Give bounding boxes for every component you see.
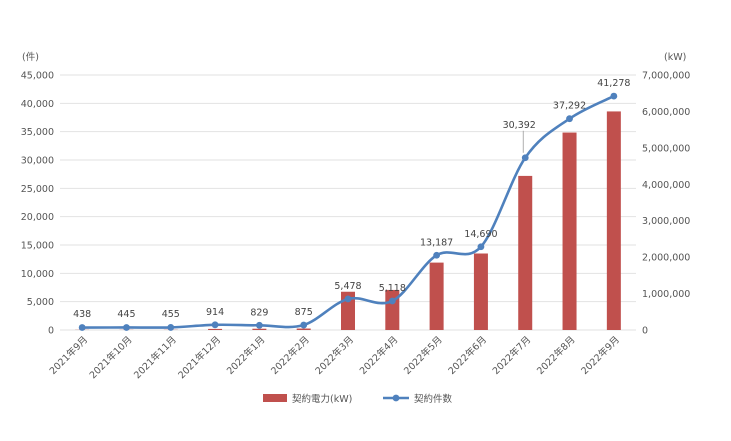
x-axis-tick-label: 2021年9月 — [47, 334, 90, 377]
data-labels: 438 445 455 914 829 875 5,478 5,118 13,187 14,690… — [73, 78, 630, 320]
legend-swatch-marker — [392, 394, 400, 402]
line-data-label: 438 — [73, 309, 91, 320]
left-axis-tick-label: 20,000 — [21, 212, 54, 223]
left-axis-tick-label: 15,000 — [21, 241, 54, 252]
bar-11 — [518, 175, 533, 330]
x-axis-tick-label: 2022年3月 — [313, 334, 356, 377]
x-axis-tick-label: 2022年7月 — [490, 334, 533, 377]
line-point-13 — [610, 92, 618, 100]
left-axis-tick-label: 0 — [48, 326, 54, 337]
right-axis-tick-label: 2,000,000 — [642, 253, 690, 264]
bar-12 — [562, 132, 577, 330]
x-axis-tick-label: 2021年10月 — [87, 334, 135, 382]
right-axis-unit: (kW) — [664, 52, 686, 63]
line-data-label: 13,187 — [420, 237, 453, 248]
line-point-10 — [477, 243, 485, 251]
right-axis-tick-label: 4,000,000 — [642, 180, 690, 191]
bar-6 — [296, 328, 311, 330]
line-data-label: 445 — [117, 309, 135, 320]
right-axis-tick-label: 0 — [642, 326, 648, 337]
legend-label-contract-power: 契約電力(kW) — [292, 393, 352, 405]
line-data-label: 455 — [162, 309, 180, 320]
line-data-label: 14,690 — [464, 229, 497, 240]
line-data-label: 41,278 — [597, 78, 630, 89]
left-axis-tick-label: 5,000 — [27, 297, 54, 308]
right-axis-tick-label: 3,000,000 — [642, 216, 690, 227]
line-data-label: 37,292 — [553, 101, 586, 112]
line-point-2 — [123, 324, 130, 331]
line-data-label: 5,118 — [379, 283, 406, 294]
bar-9 — [429, 262, 444, 330]
bar-5 — [252, 328, 267, 330]
x-axis-tick-label: 2022年4月 — [357, 334, 400, 377]
bar-10 — [473, 253, 488, 330]
right-axis: 0 1,000,000 2,000,000 3,000,000 4,000,000 5,0… — [642, 52, 690, 337]
gridlines — [60, 74, 636, 331]
left-axis-tick-label: 10,000 — [21, 269, 54, 280]
line-data-label: 829 — [250, 307, 268, 318]
right-axis-tick-label: 5,000,000 — [642, 143, 690, 154]
line-series-contract-count — [78, 92, 618, 331]
legend-label-contract-count: 契約件数 — [414, 393, 453, 405]
right-axis-tick-label: 6,000,000 — [642, 107, 690, 118]
x-axis-tick-label: 2021年12月 — [176, 334, 224, 382]
line-point-6 — [300, 321, 308, 329]
line-point-8 — [388, 297, 396, 305]
legend: 契約電力(kW) 契約件数 — [263, 393, 453, 405]
line-point-7 — [344, 295, 352, 303]
line-point-9 — [433, 251, 441, 259]
left-axis-tick-label: 30,000 — [21, 156, 54, 167]
bar-13 — [606, 111, 621, 330]
line-data-label: 914 — [206, 307, 224, 318]
x-axis-tick-label: 2022年2月 — [269, 334, 312, 377]
bar-8 — [385, 289, 400, 330]
left-axis-tick-label: 45,000 — [21, 71, 54, 82]
x-axis-tick-label: 2022年6月 — [446, 334, 489, 377]
x-axis-tick-label: 2022年9月 — [579, 334, 622, 377]
left-axis-tick-label: 40,000 — [21, 99, 54, 110]
right-axis-tick-label: 1,000,000 — [642, 289, 690, 300]
line-point-12 — [566, 115, 573, 123]
line-data-label: 30,392 — [503, 120, 536, 131]
left-axis-unit: (件) — [22, 51, 39, 63]
legend-swatch-bar — [263, 394, 287, 402]
x-axis-tick-label: 2022年1月 — [224, 334, 267, 377]
line-point-11 — [521, 154, 529, 162]
line-point-5 — [255, 321, 263, 329]
x-axis-tick-label: 2022年8月 — [534, 334, 577, 377]
line-point-4 — [211, 321, 219, 329]
x-axis-tick-label: 2022年5月 — [401, 334, 444, 377]
left-axis-tick-label: 35,000 — [21, 127, 54, 138]
left-axis: 0 5,000 10,000 15,000 20,000 25,000 30,000 35,0… — [21, 51, 54, 337]
right-axis-tick-label: 7,000,000 — [642, 71, 690, 82]
left-axis-tick-label: 25,000 — [21, 184, 54, 195]
x-axis-tick-label: 2021年11月 — [131, 334, 179, 382]
line-data-label: 875 — [295, 307, 313, 318]
line-point-1 — [78, 324, 86, 331]
line-point-3 — [167, 324, 175, 331]
line-data-label: 5,478 — [334, 281, 361, 292]
bar-4 — [208, 328, 223, 330]
